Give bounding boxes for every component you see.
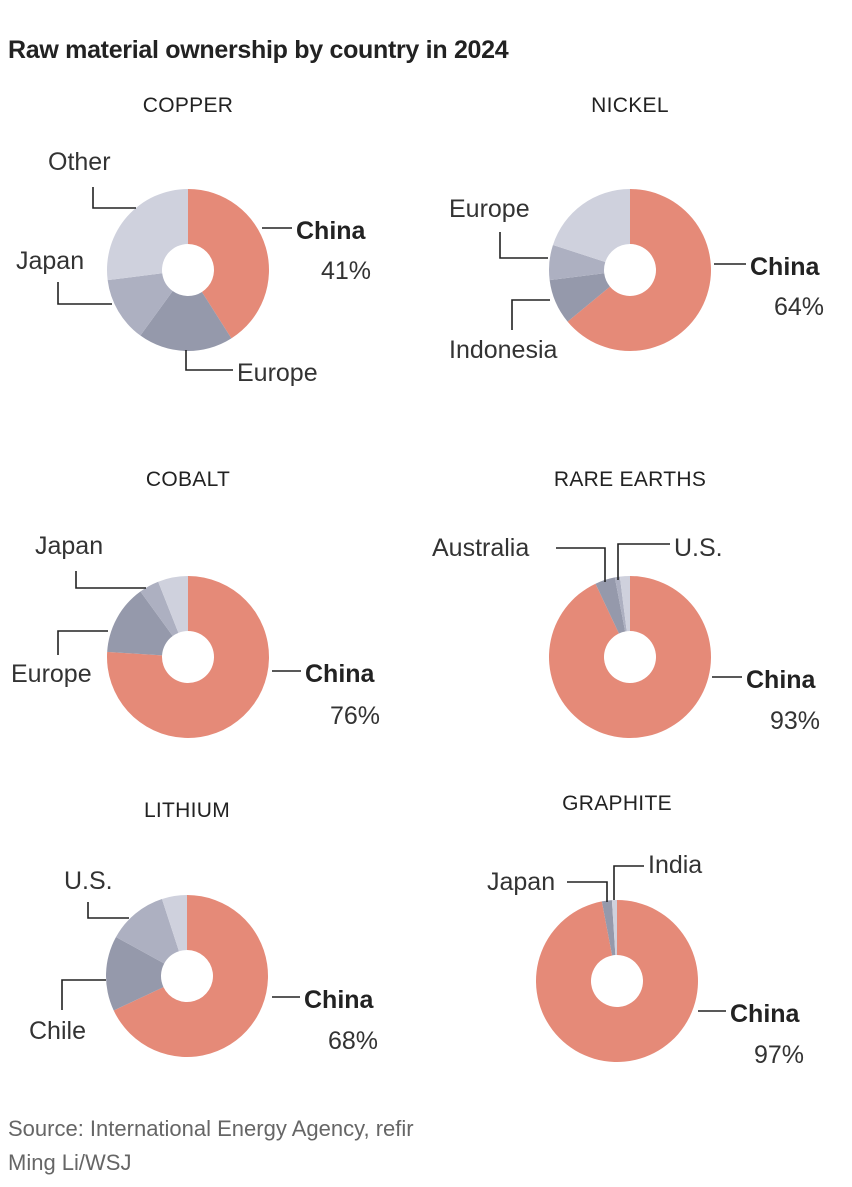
slice-label-cobalt-china: China xyxy=(305,660,375,688)
slice-graphite-japan xyxy=(601,900,616,956)
leader-line-copper-other xyxy=(92,187,136,209)
slice-label-copper-europe: Europe xyxy=(237,359,318,387)
slice-cobalt-china xyxy=(107,576,270,738)
slice-rare-earths-us xyxy=(619,576,630,632)
leader-line-cobalt-europe xyxy=(57,630,108,655)
slice-rare-earths-australia xyxy=(595,577,626,634)
panel-title-nickel: NICKEL xyxy=(591,94,669,117)
slice-label-lithium-chile: Chile xyxy=(29,1017,86,1045)
leader-line-nickel-europe xyxy=(499,232,548,259)
slice-label-lithium-china: China xyxy=(304,986,374,1014)
slice-nickel-other xyxy=(552,189,630,262)
slice-copper-other xyxy=(107,189,188,281)
slice-label-copper-other: Other xyxy=(48,148,111,176)
leader-line-copper-europe xyxy=(185,350,233,371)
slice-graphite-china xyxy=(536,900,698,1062)
slice-lithium-us xyxy=(116,898,179,964)
slice-label-copper-japan: Japan xyxy=(16,247,85,275)
slice-label-graphite-india: India xyxy=(648,851,703,879)
slice-copper-europe xyxy=(140,291,232,351)
slice-cobalt-europe xyxy=(107,591,173,656)
value-label-graphite-china: 97% xyxy=(753,1041,805,1069)
credit-line: Ming Li/WSJ xyxy=(8,1150,132,1175)
leader-line-nickel-indonesia xyxy=(511,299,550,330)
source-line: Source: International Energy Agency, ref… xyxy=(8,1116,414,1141)
value-label-cobalt-china: 76% xyxy=(329,702,381,730)
source-note: Source: International Energy Agency, ref… xyxy=(8,1112,414,1180)
slice-rare-earths-china xyxy=(549,576,711,738)
leader-line-graphite-india xyxy=(613,865,644,900)
slice-rare-earths-other xyxy=(614,576,627,632)
slice-label-rare-earths-us: U.S. xyxy=(674,534,723,562)
slice-cobalt-other xyxy=(158,575,188,633)
slice-lithium-chile xyxy=(106,936,165,1011)
slice-graphite-india xyxy=(611,900,617,956)
leader-line-rare-earths-australia xyxy=(556,547,606,582)
slice-copper-japan xyxy=(107,273,173,336)
slice-label-nickel-indonesia: Indonesia xyxy=(449,336,558,364)
slice-label-lithium-us: U.S. xyxy=(64,867,113,895)
slice-label-nickel-europe: Europe xyxy=(449,195,530,223)
slice-label-rare-earths-australia: Australia xyxy=(432,534,530,562)
panel-title-cobalt: COBALT xyxy=(145,468,231,491)
slice-copper-china xyxy=(188,189,270,339)
slice-label-rare-earths-china: China xyxy=(746,666,816,694)
slice-label-nickel-china: China xyxy=(750,253,820,281)
slice-cobalt-japan xyxy=(140,581,179,636)
value-label-lithium-china: 68% xyxy=(327,1027,379,1055)
slice-label-graphite-japan: Japan xyxy=(487,868,556,896)
panel-title-rare-earths: RARE EARTHS xyxy=(553,468,707,491)
leader-line-rare-earths-us xyxy=(617,543,670,580)
slice-lithium-china xyxy=(113,895,269,1057)
value-label-copper-china: 41% xyxy=(320,257,372,285)
leader-line-cobalt-japan xyxy=(75,571,146,589)
leader-line-lithium-us xyxy=(87,902,129,919)
panel-title-graphite: GRAPHITE xyxy=(562,792,672,815)
slice-label-cobalt-japan: Japan xyxy=(35,532,104,560)
slice-label-copper-china: China xyxy=(296,217,366,245)
slice-label-graphite-china: China xyxy=(730,1000,800,1028)
leader-line-copper-japan xyxy=(57,282,112,305)
chart-title: Raw material ownership by country in 202… xyxy=(8,36,509,64)
slice-nickel-indonesia xyxy=(549,273,610,322)
slice-nickel-china xyxy=(567,189,711,351)
value-label-nickel-china: 64% xyxy=(773,293,825,321)
slice-lithium-other xyxy=(161,895,187,952)
leader-line-graphite-japan xyxy=(567,881,608,902)
leader-line-lithium-chile xyxy=(61,979,106,1010)
slice-nickel-europe xyxy=(549,244,606,281)
panel-title-copper: COPPER xyxy=(142,94,234,117)
panel-title-lithium: LITHIUM xyxy=(143,799,231,822)
slice-label-cobalt-europe: Europe xyxy=(11,660,92,688)
value-label-rare-earths-china: 93% xyxy=(769,707,821,735)
